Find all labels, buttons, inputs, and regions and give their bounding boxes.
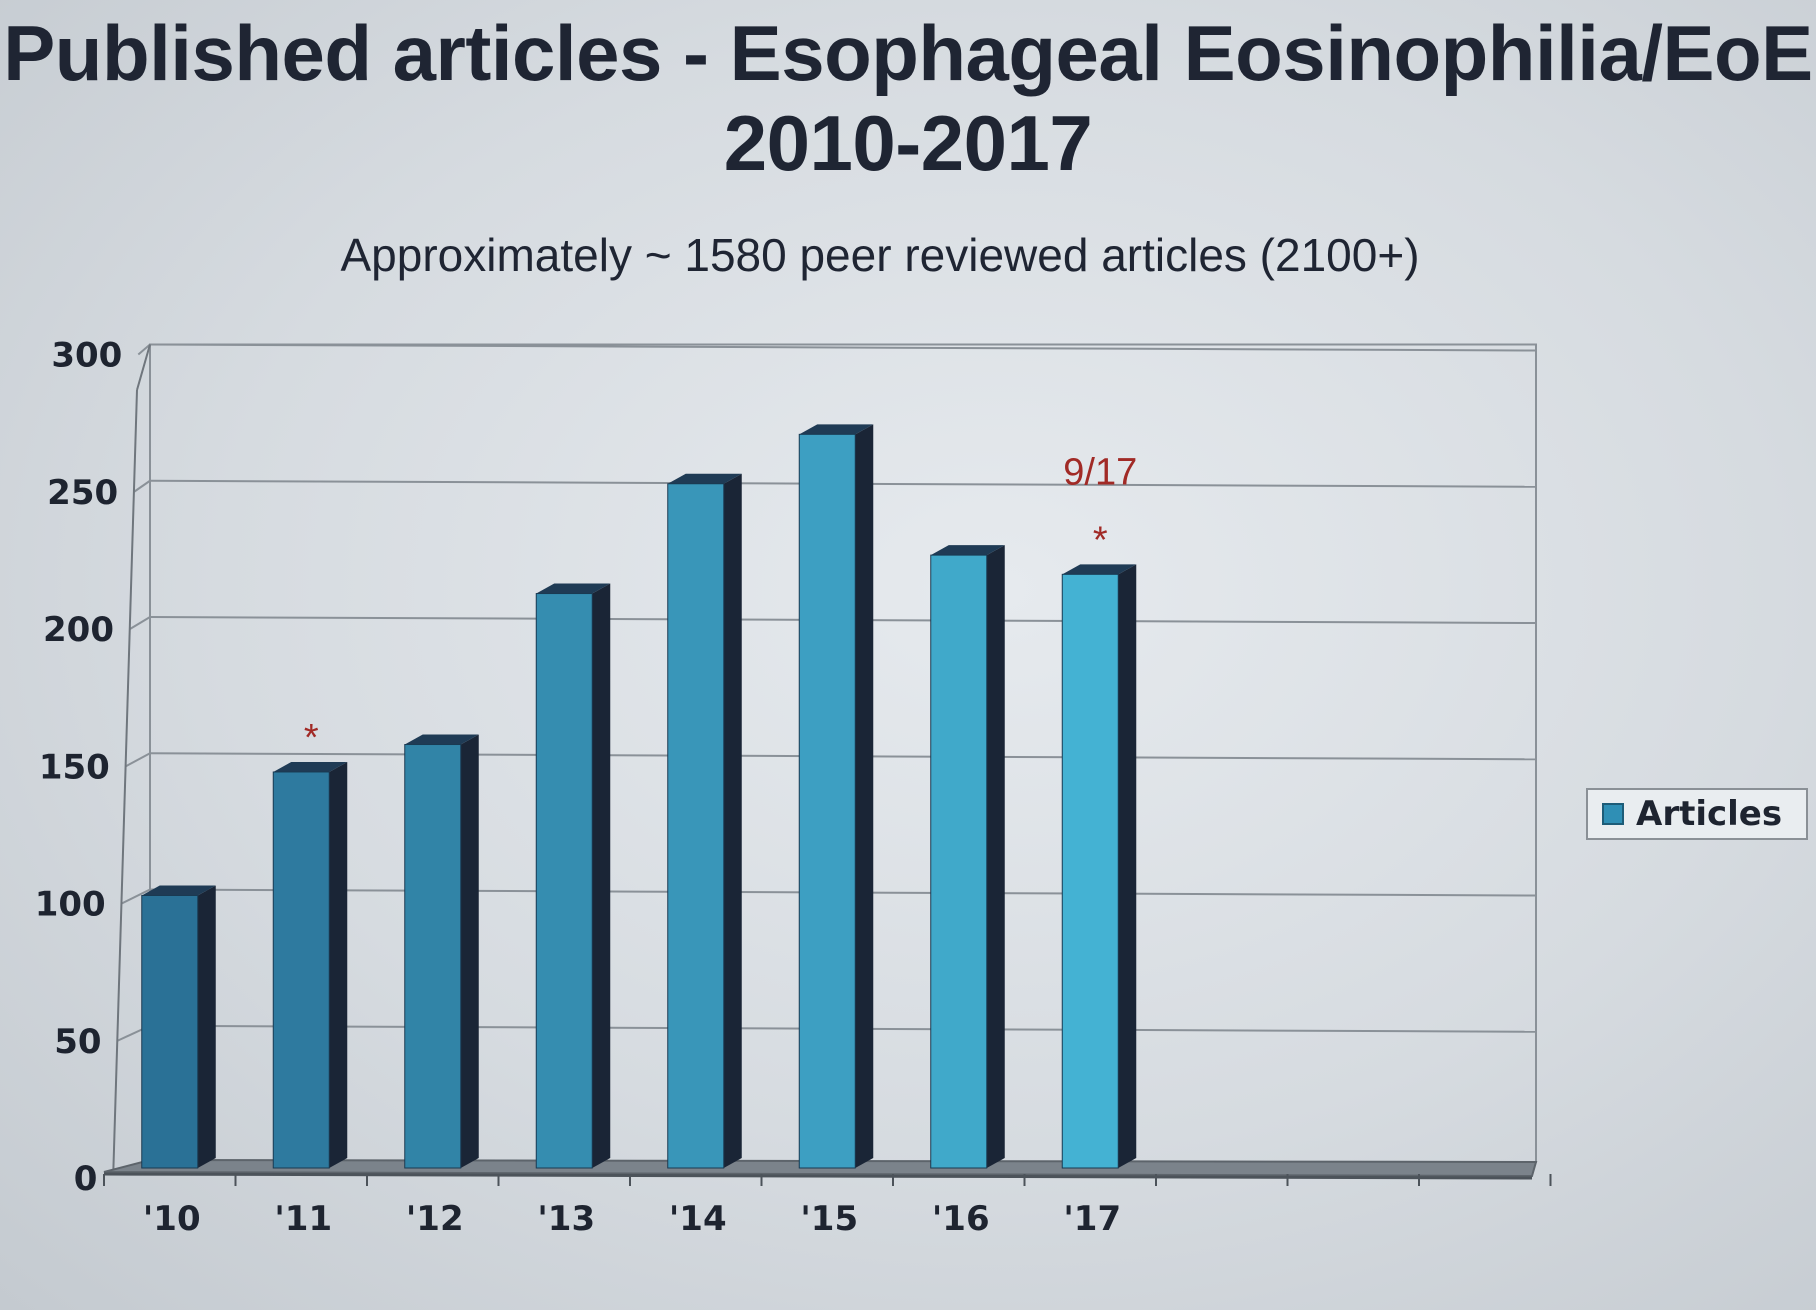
bar (930, 554, 988, 1169)
x-tick-label: '14 (669, 1199, 727, 1239)
bar-layer (141, 424, 1137, 1169)
asterisk-annotation: * (304, 717, 319, 759)
x-tick-label: '16 (932, 1199, 990, 1239)
bar (798, 433, 856, 1169)
legend-swatch (1602, 803, 1624, 825)
bar-top (141, 885, 216, 896)
chart-title-line-2: 2010-2017 (723, 99, 1093, 187)
gridline-depth-100 (121, 888, 151, 905)
bar-side (723, 473, 742, 1168)
y-tick-label: 300 (51, 336, 122, 376)
legend-label: Articles (1636, 794, 1783, 834)
x-tick-label: '10 (143, 1199, 201, 1239)
x-tick-label: '13 (537, 1199, 595, 1239)
gridline-300 (149, 343, 1537, 352)
y-tick-label: 50 (54, 1022, 101, 1062)
y-tick-label: 100 (35, 885, 106, 925)
bar-top (667, 473, 742, 484)
bar-side (329, 761, 348, 1168)
bar-top (1062, 564, 1137, 575)
chart-title-line-1: Published articles - Esophageal Eosinoph… (3, 9, 1813, 97)
bar-side (1118, 564, 1137, 1168)
y-tick-label: 200 (43, 610, 114, 650)
x-axis-line (103, 1172, 1533, 1180)
chart-title: Published articles - Esophageal Eosinoph… (0, 8, 1816, 188)
bar (1061, 573, 1119, 1169)
bar (535, 593, 593, 1169)
bar-top (536, 583, 611, 594)
gridline-depth-250 (133, 479, 151, 493)
y-tick-label: 0 (74, 1159, 98, 1199)
bar-top (404, 734, 479, 745)
bar (404, 744, 462, 1169)
x-tick-label: '17 (1063, 1199, 1121, 1239)
y-tick-label: 250 (47, 473, 118, 513)
bar (667, 483, 725, 1169)
bar-side (986, 545, 1005, 1168)
bar-top (273, 761, 348, 772)
label-layer: 0 50 100 150 200 250 300 '10 '11 '12 '13 '14 '15 '16 '… (35, 336, 1138, 1240)
legend: Articles (1586, 788, 1808, 840)
date-annotation: 9/17 (1063, 451, 1137, 493)
bar-top (799, 424, 874, 435)
bar-side (197, 885, 216, 1168)
x-tick-label: '11 (274, 1199, 332, 1239)
y-axis-top-depth (136, 344, 151, 391)
bar (272, 771, 330, 1169)
gridline-depth-300 (137, 343, 151, 356)
bar-side (460, 734, 479, 1168)
bar-side (855, 424, 874, 1169)
y-tick-label: 150 (39, 747, 110, 787)
chart-subtitle: Approximately ~ 1580 peer reviewed artic… (340, 229, 1420, 281)
y-axis-line (112, 389, 138, 1173)
bar (141, 895, 199, 1169)
gridline-depth-150 (125, 752, 151, 768)
gridline-depth-200 (129, 616, 151, 630)
asterisk-annotation: * (1093, 519, 1108, 561)
x-tick-label: '12 (406, 1199, 464, 1239)
bar-side (592, 583, 611, 1168)
bar-top (930, 545, 1005, 556)
x-tick-label: '15 (800, 1199, 858, 1239)
